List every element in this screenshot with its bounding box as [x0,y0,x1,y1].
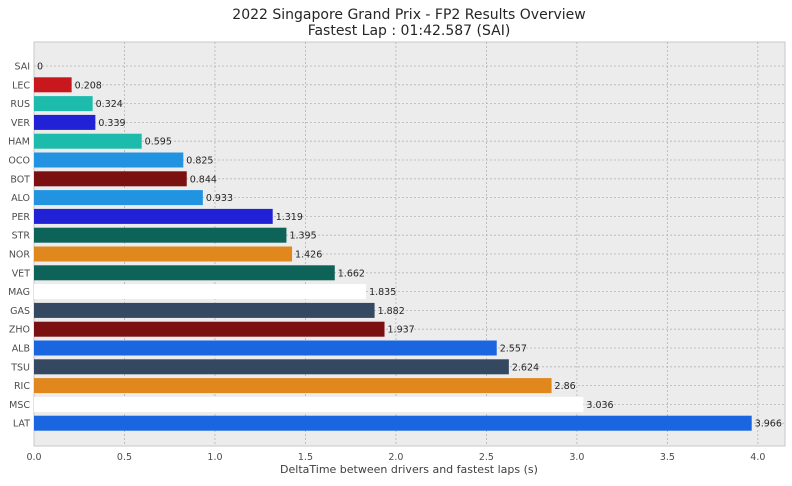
x-tick-label: 0.0 [26,452,41,463]
bar-ham [34,133,142,149]
data-label: 0 [37,62,43,73]
bar-gas [34,302,375,318]
chart-subtitle: Fastest Lap : 01:42.587 (SAI) [308,23,511,39]
y-tick-label: ALB [12,344,30,355]
y-tick-label: PER [12,212,31,223]
y-tick-label: GAS [10,306,30,317]
bar-oco [34,152,184,168]
bar-per [34,208,273,224]
bar-vet [34,265,335,281]
y-tick-label: LEC [12,80,30,91]
x-tick-label: 1.5 [298,452,313,463]
bar-nor [34,246,293,262]
x-tick-label: 4.0 [750,452,765,463]
data-label: 2.86 [555,381,576,392]
bar-lec [34,77,72,93]
x-axis-label: DeltaTime between drivers and fastest la… [280,463,538,476]
y-tick-label: TSU [10,362,30,373]
data-label: 0.324 [96,99,123,110]
data-label: 0.825 [186,156,213,167]
x-tick-label: 1.0 [207,452,222,463]
data-label: 1.882 [378,306,405,317]
y-tick-label: STR [12,231,31,242]
y-tick-label: MAG [8,287,30,298]
y-tick-label: RIC [14,381,30,392]
y-tick-label: LAT [13,419,30,430]
data-label: 1.937 [388,325,415,336]
data-label: 1.319 [276,212,303,223]
y-tick-label: BOT [10,174,30,185]
y-tick-label: OCO [8,156,30,167]
data-label: 3.036 [586,400,613,411]
data-label: 1.662 [338,268,365,279]
bar-alb [34,340,497,356]
y-tick-label: HAM [8,137,30,148]
data-label: 0.208 [75,80,102,91]
y-tick-label: ALO [11,193,30,204]
data-label: 1.835 [369,287,396,298]
bar-ver [34,114,96,130]
data-label: 1.395 [289,231,316,242]
bar-ric [34,378,552,394]
y-tick-label: VER [11,118,31,129]
bar-str [34,227,287,243]
x-tick-label: 3.0 [569,452,584,463]
bar-alo [34,190,203,206]
bar-tsu [34,359,509,375]
bar-zho [34,321,385,337]
y-tick-label: RUS [10,99,30,110]
x-tick-label: 2.0 [388,452,403,463]
y-tick-label: SAI [14,62,30,73]
bar-rus [34,96,93,112]
data-label: 0.844 [190,174,217,185]
y-tick-labels: SAI LEC RUS VER HAM OCO BOT ALO PER STR NOR VET MAG G… [8,62,30,430]
data-label: 0.339 [98,118,125,129]
y-tick-label: ZHO [9,325,30,336]
x-tick-label: 2.5 [479,452,494,463]
chart-title: 2022 Singapore Grand Prix - FP2 Results … [232,7,585,23]
x-tick-labels: 0.0 0.5 1.0 1.5 2.0 2.5 3.0 3.5 4.0 [26,452,765,463]
y-tick-label: MSC [9,400,30,411]
bars [34,77,752,431]
value-labels: 0 0.208 0.324 0.339 0.595 0.825 0.844 0.933 1.31… [37,62,782,430]
x-tick-label: 0.5 [117,452,132,463]
y-tick-label: VET [12,268,31,279]
bar-bot [34,171,187,187]
data-label: 2.557 [500,344,527,355]
x-tick-label: 3.5 [660,452,675,463]
bar-lat [34,415,752,431]
data-label: 2.624 [512,362,539,373]
data-label: 3.966 [755,419,782,430]
bar-mag [34,284,367,300]
y-tick-label: NOR [9,250,31,261]
data-label: 0.595 [145,137,172,148]
data-label: 1.426 [295,250,322,261]
data-label: 0.933 [206,193,233,204]
bar-msc [34,396,584,412]
